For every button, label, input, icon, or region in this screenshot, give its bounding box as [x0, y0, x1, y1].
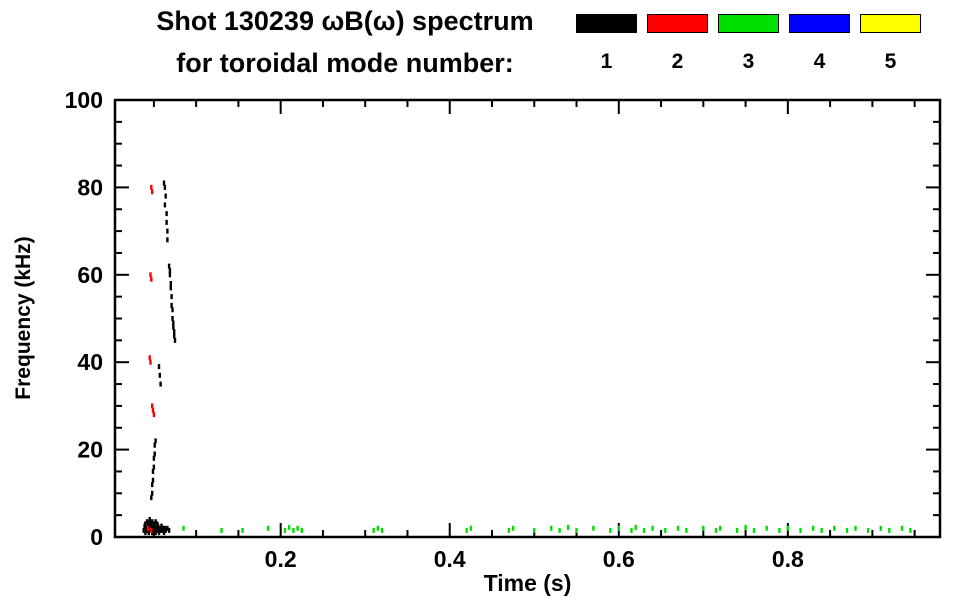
svg-text:100: 100 — [65, 87, 103, 113]
legend-label-5: 5 — [884, 50, 897, 73]
legend-entry-4: 4 — [789, 14, 850, 74]
svg-text:0.6: 0.6 — [603, 546, 635, 572]
legend-swatch-5 — [860, 14, 921, 33]
svg-text:0.4: 0.4 — [434, 546, 466, 572]
svg-text:80: 80 — [77, 174, 103, 200]
legend-label-1: 1 — [600, 50, 613, 73]
legend-label-4: 4 — [813, 50, 826, 73]
legend-swatch-1 — [576, 14, 637, 33]
legend: 1 2 3 4 5 — [576, 14, 921, 74]
svg-text:60: 60 — [77, 262, 103, 288]
legend-swatch-4 — [789, 14, 850, 33]
svg-text:0.8: 0.8 — [772, 546, 804, 572]
legend-entry-1: 1 — [576, 14, 637, 74]
legend-label-3: 3 — [742, 50, 755, 73]
legend-entry-3: 3 — [718, 14, 779, 74]
chart-subtitle: for toroidal mode number: — [176, 48, 514, 78]
legend-entry-5: 5 — [860, 14, 921, 74]
svg-text:40: 40 — [77, 349, 103, 375]
svg-text:20: 20 — [77, 437, 103, 463]
legend-label-2: 2 — [671, 50, 684, 73]
y-axis-label: Frequency (kHz) — [12, 236, 35, 400]
chart-title: Shot 130239 ωB(ω) spectrum — [156, 6, 534, 36]
svg-text:0: 0 — [90, 524, 103, 550]
legend-swatch-2 — [647, 14, 708, 33]
legend-swatch-3 — [718, 14, 779, 33]
chart-titles: Shot 130239 ωB(ω) spectrum for toroidal … — [106, 4, 584, 80]
x-axis-label: Time (s) — [483, 570, 572, 596]
svg-text:0.2: 0.2 — [265, 546, 297, 572]
legend-entry-2: 2 — [647, 14, 708, 74]
